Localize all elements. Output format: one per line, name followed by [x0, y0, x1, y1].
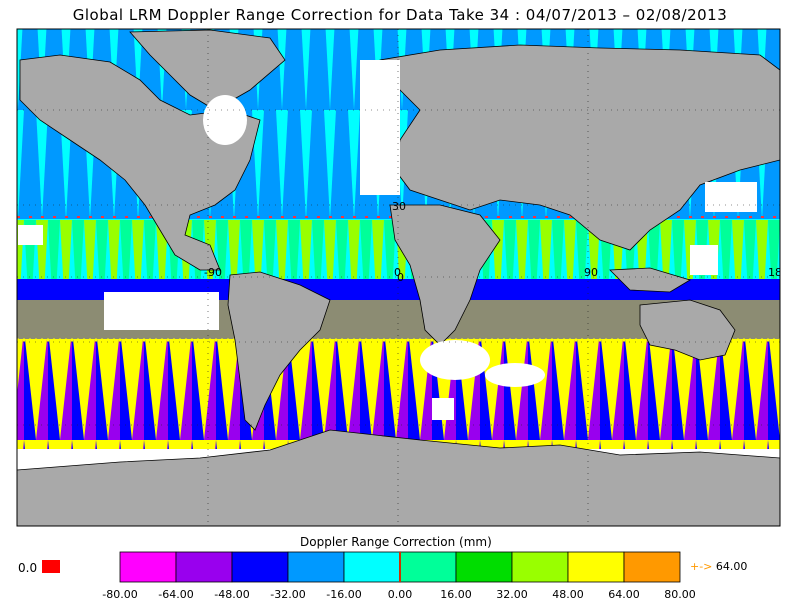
missing-patch-north-america	[203, 95, 247, 145]
colorbar-segment	[231, 551, 289, 583]
colorbar-segment	[119, 551, 177, 583]
colorbar: -80.00 -64.00 -48.00 -32.00 -16.00 0.00 16.00 3…	[102, 551, 696, 600]
colorbar-tick-label: 80.00	[664, 588, 696, 600]
landmass-south-america	[227, 271, 331, 431]
missing-patch-pacific	[104, 292, 219, 330]
missing-patch-atlantic	[360, 60, 400, 195]
missing-patch-south	[432, 398, 454, 420]
landmass-antarctica	[17, 429, 780, 526]
chart-title: Global LRM Doppler Range Correction for …	[72, 6, 728, 24]
landmass-africa	[389, 204, 501, 346]
lon-label-minus90: -90	[204, 266, 222, 279]
colorbar-segment	[623, 551, 681, 583]
landmass-north-america	[19, 54, 261, 271]
colorbar-tick-label: 64.00	[608, 588, 640, 600]
colorbar-segment	[399, 551, 457, 583]
missing-value-label: 0.0	[18, 561, 38, 575]
colorbar-tick-label: 16.00	[440, 588, 472, 600]
colorbar-tick-label: -32.00	[270, 588, 305, 600]
colorbar-tick-label: -48.00	[214, 588, 249, 600]
overflow-value: 64.00	[715, 560, 748, 573]
colorbar-segment	[287, 551, 345, 583]
overflow-arrow: +->	[690, 560, 713, 573]
colorbar-tick-label: -16.00	[326, 588, 361, 600]
lon-label-90: 90	[584, 266, 598, 279]
missing-patch-south-atlantic	[420, 340, 490, 380]
lat-label-30: 30	[392, 200, 406, 213]
colorbar-segment	[511, 551, 569, 583]
missing-patch-asia	[705, 182, 757, 212]
landmass-australia	[639, 299, 736, 361]
missing-patch-south-indian	[485, 363, 545, 387]
map-border	[16, 28, 781, 527]
colorbar-segment	[343, 551, 401, 583]
overflow-label: +-> 64.00	[690, 560, 747, 573]
colorbar-title: Doppler Range Correction (mm)	[300, 535, 492, 549]
colorbar-segment	[175, 551, 233, 583]
missing-value-swatch	[42, 560, 60, 573]
landmass-indonesia	[609, 267, 691, 293]
colorbar-segment	[567, 551, 625, 583]
lon-label-180: 180	[768, 266, 789, 279]
missing-patch-indonesia	[690, 245, 718, 275]
ocean-band-southern-tracks	[17, 339, 780, 449]
colorbar-tick-label: -64.00	[158, 588, 193, 600]
missing-patch-east-pacific	[18, 225, 43, 245]
lat-label-0: 0	[397, 271, 404, 284]
colorbar-tick-label: 0.00	[388, 588, 413, 600]
colorbar-segment	[455, 551, 513, 583]
colorbar-tick-label: -80.00	[102, 588, 137, 600]
colorbar-tick-label: 48.00	[552, 588, 584, 600]
lon-label-0: 0	[394, 266, 401, 279]
colorbar-tick-label: 32.00	[496, 588, 528, 600]
